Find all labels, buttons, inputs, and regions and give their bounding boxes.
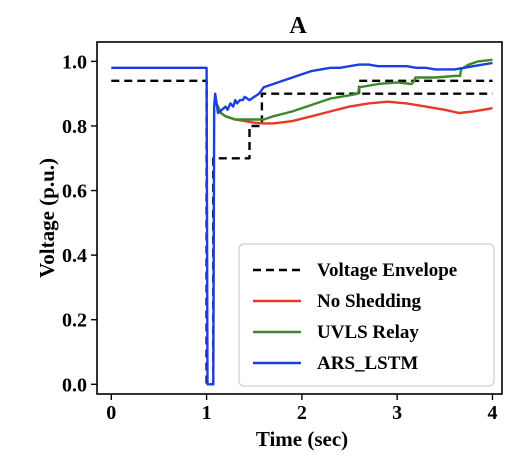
plot-frame — [96, 41, 503, 395]
x-tick-label: 1 — [202, 402, 212, 424]
y-tick-label: 1.0 — [62, 51, 87, 73]
x-tick-label: 3 — [392, 402, 402, 424]
plot-area — [96, 41, 503, 395]
series-line-uvls-relay — [213, 58, 493, 121]
x-tick-label: 4 — [487, 402, 497, 424]
chart-title: A — [289, 13, 307, 39]
x-tick-label: 2 — [297, 402, 307, 424]
legend: Voltage Envelope No Shedding UVLS Relay ARS… — [238, 243, 495, 387]
series-line-ars-lstm — [111, 61, 493, 386]
y-tick-label: 0.6 — [62, 181, 87, 203]
legend-label-no-shedding: No Shedding — [317, 291, 422, 312]
x-tick-label: 0 — [106, 402, 116, 424]
legend-label-uvls-relay: UVLS Relay — [317, 322, 419, 343]
y-axis-label: Voltage (p.u.) — [35, 158, 59, 278]
legend-box — [238, 243, 495, 387]
axis-ticks: 0 1 2 3 4 0.0 0.2 0.4 0.6 0.8 1.0 — [62, 51, 497, 424]
x-axis-label: Time (sec) — [256, 427, 348, 451]
y-tick-label: 0.8 — [62, 116, 87, 138]
y-tick-label: 0.0 — [62, 374, 87, 396]
y-tick-label: 0.2 — [62, 310, 87, 332]
legend-label-voltage-envelope: Voltage Envelope — [317, 260, 457, 281]
legend-label-ars-lstm: ARS_LSTM — [317, 353, 418, 374]
y-tick-label: 0.4 — [62, 245, 87, 267]
